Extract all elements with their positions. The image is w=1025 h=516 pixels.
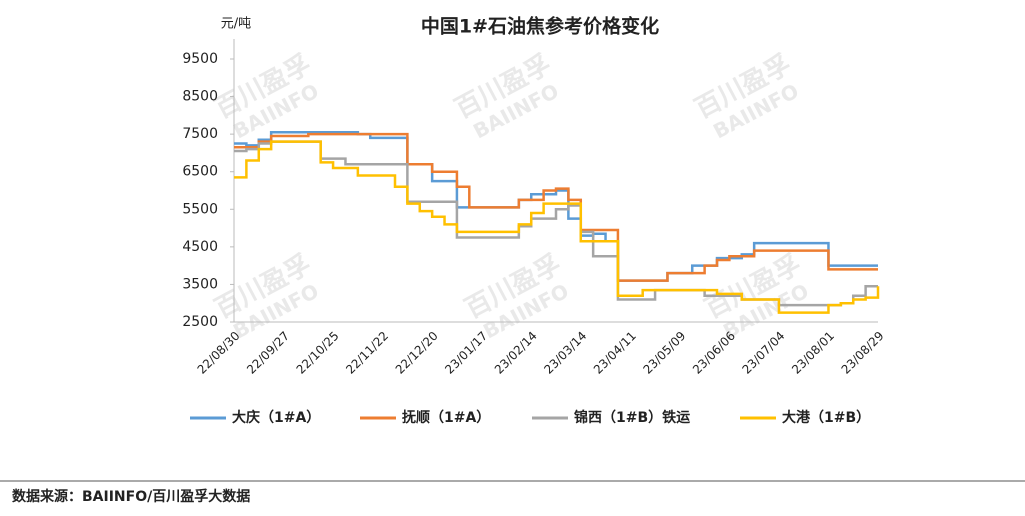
legend-label: 抚顺（1#A）	[402, 409, 490, 426]
x-tick-label: 22/12/20	[393, 329, 441, 377]
legend-label: 大港（1#B）	[782, 409, 870, 426]
x-tick-label: 22/08/30	[195, 329, 243, 377]
x-tick-label: 23/07/04	[740, 329, 788, 377]
x-tick-label: 23/06/06	[690, 329, 738, 377]
y-tick-label: 5500	[182, 201, 218, 217]
series-line	[234, 132, 878, 282]
x-tick-label: 22/11/22	[343, 329, 391, 377]
series-line	[234, 140, 880, 314]
x-tick-label: 23/04/11	[591, 329, 639, 377]
x-tick-label: 23/08/01	[789, 329, 837, 377]
y-tick-label: 9500	[182, 51, 218, 67]
x-tick-label: 22/10/25	[294, 329, 342, 377]
x-tick-label: 23/05/09	[640, 329, 688, 377]
y-tick-label: 6500	[182, 164, 218, 180]
x-tick-label: 23/03/14	[541, 329, 589, 377]
x-tick-label: 23/08/29	[839, 329, 887, 377]
y-tick-label: 8500	[182, 89, 218, 105]
chart-title: 中国1#石油焦参考价格变化	[421, 15, 659, 38]
y-tick-label: 3500	[182, 276, 218, 292]
y-tick-label: 4500	[182, 239, 218, 255]
x-tick-label: 23/01/17	[442, 329, 490, 377]
legend-label: 大庆（1#A）	[232, 409, 320, 426]
legend-label: 锦西（1#B）铁运	[574, 409, 690, 426]
y-axis-label: 元/吨	[221, 17, 251, 32]
source-note: 数据来源：BAIINFO/百川盈孚大数据	[12, 488, 250, 505]
y-tick-label: 7500	[182, 126, 218, 142]
y-tick-label: 2500	[182, 314, 218, 330]
